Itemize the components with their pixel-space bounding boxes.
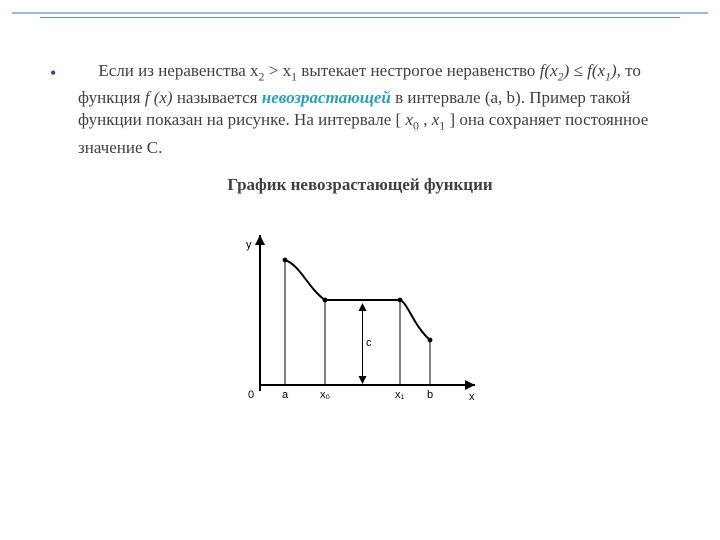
text-segment: вытекает нестрогое неравенство bbox=[297, 61, 540, 80]
slide-frame: • Если из неравенства x2 > x1 вытекает н… bbox=[0, 0, 720, 540]
paragraph-text: Если из неравенства x2 > x1 вытекает нес… bbox=[78, 60, 670, 159]
bullet-marker: • bbox=[50, 60, 78, 84]
text-segment: называется bbox=[173, 88, 262, 107]
content-area: • Если из неравенства x2 > x1 вытекает н… bbox=[50, 60, 670, 415]
tick-label-x0: x₀ bbox=[320, 389, 330, 401]
text-segment: > x bbox=[265, 61, 292, 80]
function-graph: y x 0 a x₀ x₁ b c bbox=[230, 225, 490, 415]
text-italic: x bbox=[405, 110, 413, 129]
figure-caption: График невозрастающей функции bbox=[50, 175, 670, 195]
text-segment: , bbox=[419, 110, 432, 129]
tick-label-b: b bbox=[427, 389, 433, 401]
text-italic: f(x bbox=[540, 61, 558, 80]
tick-label-x1: x₁ bbox=[395, 389, 404, 401]
c-label: c bbox=[366, 337, 372, 349]
text-italic: (x) bbox=[149, 88, 172, 107]
axis-label-y: y bbox=[246, 239, 252, 251]
text-segment: Если из неравенства x bbox=[98, 61, 258, 80]
decorative-line-outer bbox=[12, 12, 708, 14]
bullet-list-item: • Если из неравенства x2 > x1 вытекает н… bbox=[50, 60, 670, 159]
text-italic: ≤ bbox=[569, 61, 587, 80]
graph-svg bbox=[230, 225, 490, 415]
text-italic: f(x bbox=[587, 61, 605, 80]
tick-label-a: a bbox=[282, 389, 288, 401]
origin-label: 0 bbox=[248, 389, 254, 401]
decorative-line-inner bbox=[40, 17, 680, 18]
axis-label-x: x bbox=[469, 391, 475, 403]
highlighted-term: невозрастающей bbox=[262, 88, 391, 107]
